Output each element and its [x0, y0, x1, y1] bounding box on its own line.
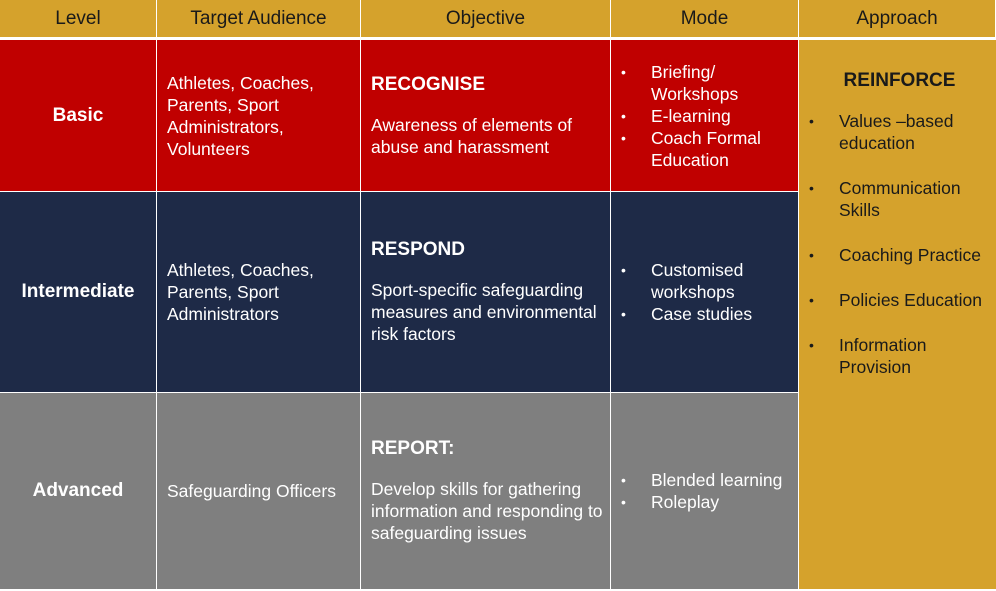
objective-intermediate-text: Sport-specific safeguarding measures and… [371, 280, 597, 344]
approach-item: • Values –based education [809, 111, 954, 153]
objective-intermediate: RESPOND Sport-specific safeguarding meas… [361, 192, 611, 393]
mode-item: • Roleplay [621, 492, 720, 512]
audience-advanced: Safeguarding Officers [157, 393, 361, 589]
mode-item: • Case studies [621, 304, 753, 324]
mode-item: • Blended learning [621, 470, 783, 490]
level-intermediate: Intermediate [0, 192, 157, 393]
mode-item: • Coach Formal Education [621, 127, 761, 170]
bullet-icon: • [621, 262, 626, 278]
objective-basic: RECOGNISE Awareness of elements of abuse… [361, 40, 611, 192]
bullet-icon: • [809, 180, 814, 196]
mode-advanced: • Blended learning • Roleplay [611, 393, 799, 589]
mode-item: • E-learning [621, 105, 731, 126]
bullet-icon: • [621, 472, 626, 488]
objective-intermediate-title: RESPOND [371, 239, 465, 260]
header-target-audience: Target Audience [157, 0, 361, 37]
objective-advanced-text: Develop skills for gathering information… [371, 479, 603, 543]
bullet-icon: • [809, 292, 814, 308]
objective-basic-text: Awareness of elements of abuse and haras… [371, 114, 573, 157]
audience-advanced-text: Safeguarding Officers [167, 481, 336, 501]
bullet-icon: • [809, 337, 814, 353]
approach-item: • Information Provision [809, 335, 927, 377]
objective-advanced: REPORT: Develop skills for gathering inf… [361, 393, 611, 589]
header-approach: Approach [799, 0, 996, 37]
header-divider [0, 37, 996, 40]
mode-basic: • Briefing/ Workshops • E-learning • Coach … [611, 40, 799, 192]
audience-intermediate-text: Athletes, Coaches, Parents, Sport Admini… [167, 260, 314, 324]
objective-basic-title: RECOGNISE [371, 73, 486, 95]
header-mode: Mode [611, 0, 799, 37]
bullet-icon: • [621, 63, 626, 80]
bullet-icon: • [621, 494, 626, 510]
bullet-icon: • [621, 129, 626, 146]
bullet-icon: • [809, 247, 814, 263]
header-objective: Objective [361, 0, 611, 37]
audience-basic-text: Athletes, Coaches, Parents, Sport Admini… [167, 72, 314, 159]
mode-intermediate: • Customised workshops • Case studies [611, 192, 799, 393]
bullet-icon: • [621, 306, 626, 322]
approach-title: REINFORCE [843, 70, 956, 91]
audience-basic: Athletes, Coaches, Parents, Sport Admini… [157, 40, 361, 192]
header-level: Level [0, 0, 157, 37]
approach-item: • Coaching Practice [809, 245, 982, 265]
level-advanced: Advanced [0, 393, 157, 589]
approach-item: • Communication Skills [809, 178, 961, 220]
approach-column: REINFORCE • Values –based education • Comm… [799, 40, 996, 589]
bullet-icon: • [621, 107, 626, 124]
approach-item: • Policies Education [809, 290, 982, 310]
mode-item: • Briefing/ Workshops [621, 61, 739, 104]
bullet-icon: • [809, 113, 814, 129]
mode-item: • Customised workshops [621, 260, 744, 302]
audience-intermediate: Athletes, Coaches, Parents, Sport Admini… [157, 192, 361, 393]
level-basic: Basic [0, 40, 157, 192]
objective-advanced-title: REPORT: [371, 438, 455, 459]
